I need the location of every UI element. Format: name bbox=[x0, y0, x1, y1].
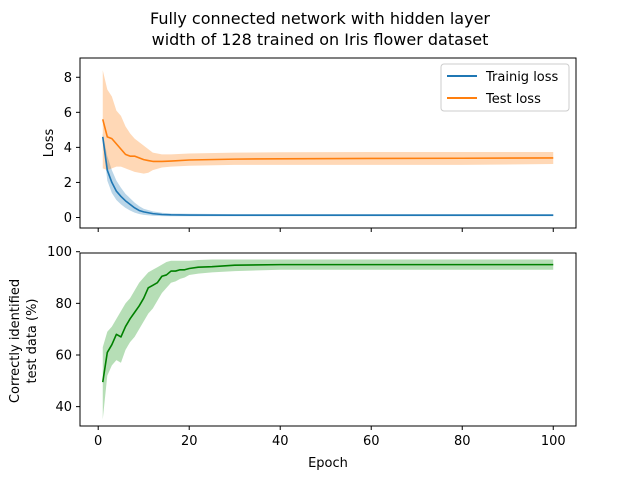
legend-label-training-loss: Trainig loss bbox=[485, 70, 559, 85]
bottom-y-axis-label-line-2: test data (%) bbox=[25, 298, 40, 383]
legend-label-test-loss: Test loss bbox=[485, 92, 541, 107]
top-y-tick-label: 0 bbox=[64, 211, 72, 226]
top-trainig-loss-confidence-band bbox=[102, 133, 554, 217]
bottom-x-tick-label: 60 bbox=[363, 434, 380, 449]
bottom-y-tick-label: 80 bbox=[55, 297, 72, 312]
bottom-x-tick-label: 20 bbox=[181, 434, 198, 449]
bottom-series-0-line bbox=[101, 263, 554, 383]
top-test-loss-line bbox=[101, 119, 554, 163]
bottom-x-tick-label: 0 bbox=[94, 434, 102, 449]
top-y-tick-label: 6 bbox=[64, 106, 72, 121]
bottom-series-0-confidence-band bbox=[102, 259, 554, 420]
top-test-loss-confidence-band bbox=[102, 70, 554, 174]
bottom-axes-frame bbox=[79, 252, 577, 427]
accuracy-axes: 0 20 40 60 80 100 40 60 80 100 bbox=[47, 245, 577, 449]
bottom-y-tick-label: 100 bbox=[47, 245, 72, 260]
top-axes-frame bbox=[79, 57, 577, 229]
top-y-axis-label: Loss bbox=[42, 129, 57, 158]
bottom-y-tick-label: 60 bbox=[55, 348, 72, 363]
chart-title-line-2: width of 128 trained on Iris flower data… bbox=[152, 30, 489, 49]
bottom-x-tick-label: 100 bbox=[541, 434, 566, 449]
bottom-x-tick-label: 40 bbox=[272, 434, 289, 449]
bottom-y-tick-label: 40 bbox=[55, 400, 72, 415]
chart-title-line-1: Fully connected network with hidden laye… bbox=[150, 9, 490, 28]
top-trainig-loss-line bbox=[101, 136, 554, 217]
top-y-tick-label: 4 bbox=[64, 141, 72, 156]
legend: Trainig loss Test loss bbox=[440, 63, 570, 112]
bottom-y-axis-label-line-1: Correctly identified bbox=[8, 279, 23, 403]
bottom-x-tick-label: 80 bbox=[454, 434, 471, 449]
x-axis-label: Epoch bbox=[308, 456, 348, 471]
top-y-tick-label: 2 bbox=[64, 176, 72, 191]
top-y-tick-label: 8 bbox=[64, 71, 72, 86]
loss-axes: 0 2 4 6 8 bbox=[64, 57, 577, 232]
